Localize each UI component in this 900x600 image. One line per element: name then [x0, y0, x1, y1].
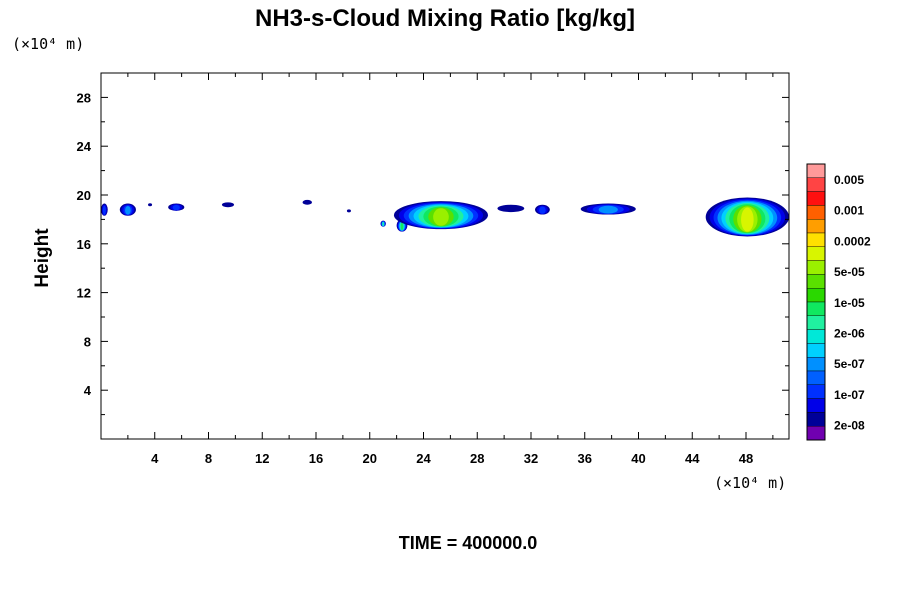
x-tick-label: 44: [685, 451, 700, 466]
y-axis-label: Height: [32, 228, 53, 288]
colorbar-swatch: [806, 301, 826, 317]
cloud-blob: [119, 203, 136, 216]
colorbar-label: 2e-08: [834, 419, 865, 433]
x-tick-label: 28: [470, 451, 484, 466]
cloud-contour: [400, 222, 404, 231]
x-tick-label: 16: [309, 451, 323, 466]
colorbar-label: 0.005: [834, 173, 864, 187]
colorbar-frame: [806, 163, 826, 441]
colorbar-swatch: [806, 232, 826, 248]
colorbar-swatch: [806, 315, 826, 330]
x-tick-label: 12: [255, 451, 269, 466]
cloud-contour: [346, 209, 351, 213]
cloud-contour: [221, 202, 235, 208]
time-label: TIME = 400000.0: [399, 533, 538, 553]
y-axis-unit: (×10⁴ m): [12, 35, 84, 53]
colorbar-swatch: [806, 163, 826, 179]
cloud-blob: [168, 203, 185, 211]
cloud-blob: [580, 203, 636, 215]
cloud-contour: [539, 206, 546, 214]
x-tick-label: 24: [416, 451, 431, 466]
cloud-contour: [741, 207, 754, 232]
cloud-blob: [705, 197, 789, 237]
y-tick-label: 24: [77, 139, 92, 154]
cloud-blob: [302, 199, 312, 205]
colorbar-label: 0.001: [834, 204, 864, 218]
colorbar-swatch: [806, 274, 826, 289]
cloud-contour: [598, 205, 618, 214]
colorbar-label: 1e-07: [834, 388, 865, 402]
colorbar-swatch: [806, 384, 826, 399]
x-tick-label: 8: [205, 451, 212, 466]
cloud-blob: [148, 203, 153, 207]
colorbar-swatch: [806, 398, 826, 413]
chart-title: NH3-s-Cloud Mixing Ratio [kg/kg]: [255, 5, 635, 32]
colorbar-swatch: [806, 205, 826, 220]
colorbar-swatch: [806, 260, 826, 275]
colorbar-label: 0.0002: [834, 234, 871, 248]
cloud-blob: [396, 219, 408, 232]
colorbar-swatch: [806, 343, 826, 358]
colorbar-label: 5e-05: [834, 265, 865, 279]
colorbar-swatch: [806, 246, 826, 261]
x-tick-label: 20: [363, 451, 377, 466]
cloud-blob: [221, 202, 235, 208]
colorbar-swatch: [806, 412, 826, 427]
cloud-contour: [497, 204, 525, 213]
y-tick-label: 4: [84, 383, 92, 398]
cloud-blob: [535, 204, 550, 215]
x-tick-label: 48: [739, 451, 753, 466]
cloud-contour: [433, 208, 449, 226]
x-tick-label: 4: [151, 451, 159, 466]
cloud-blob: [393, 201, 488, 230]
colorbar-swatch: [806, 329, 826, 344]
colorbar-label: 1e-05: [834, 296, 865, 310]
cloud-field: [101, 197, 789, 237]
colorbar-swatch: [806, 288, 826, 303]
colorbar-swatch: [806, 370, 826, 386]
y-tick-label: 12: [77, 286, 91, 301]
colorbar: 0.005 0.001 0.0002 5e-05 1e-05 2e-06 5e-07 1e-0…: [806, 163, 871, 441]
x-axis-unit: (×10⁴ m): [714, 474, 786, 492]
x-tick-label: 32: [524, 451, 538, 466]
y-tick-label: 20: [77, 188, 91, 203]
cloud-contour: [102, 205, 106, 215]
cloud-blob: [346, 209, 351, 213]
plot-frame: [100, 72, 790, 440]
cloud-contour: [302, 199, 312, 205]
colorbar-label: 5e-07: [834, 357, 865, 371]
cloud-blob: [380, 220, 386, 227]
colorbar-swatch: [806, 357, 826, 372]
y-tick-label: 8: [84, 334, 91, 349]
colorbar-swatch: [806, 177, 826, 192]
x-axis-ticks: 4 8 12 16 20 24 28 32 36 40 44 48: [127, 73, 774, 466]
colorbar-label: 2e-06: [834, 327, 865, 341]
colorbar-swatch: [806, 426, 826, 441]
cloud-contour: [172, 204, 180, 211]
cloud-contour: [148, 203, 153, 207]
x-tick-label: 36: [578, 451, 592, 466]
colorbar-swatch: [806, 218, 826, 234]
y-axis-ticks: 4 8 12 16 20 24 28: [77, 72, 789, 416]
cloud-blob: [101, 203, 108, 216]
y-tick-label: 16: [77, 237, 91, 252]
cloud-contour: [125, 206, 131, 215]
colorbar-swatch: [806, 191, 826, 206]
x-tick-label: 40: [631, 451, 645, 466]
cloud-contour: [382, 222, 384, 227]
cloud-blob: [497, 204, 525, 213]
y-tick-label: 28: [77, 90, 91, 105]
